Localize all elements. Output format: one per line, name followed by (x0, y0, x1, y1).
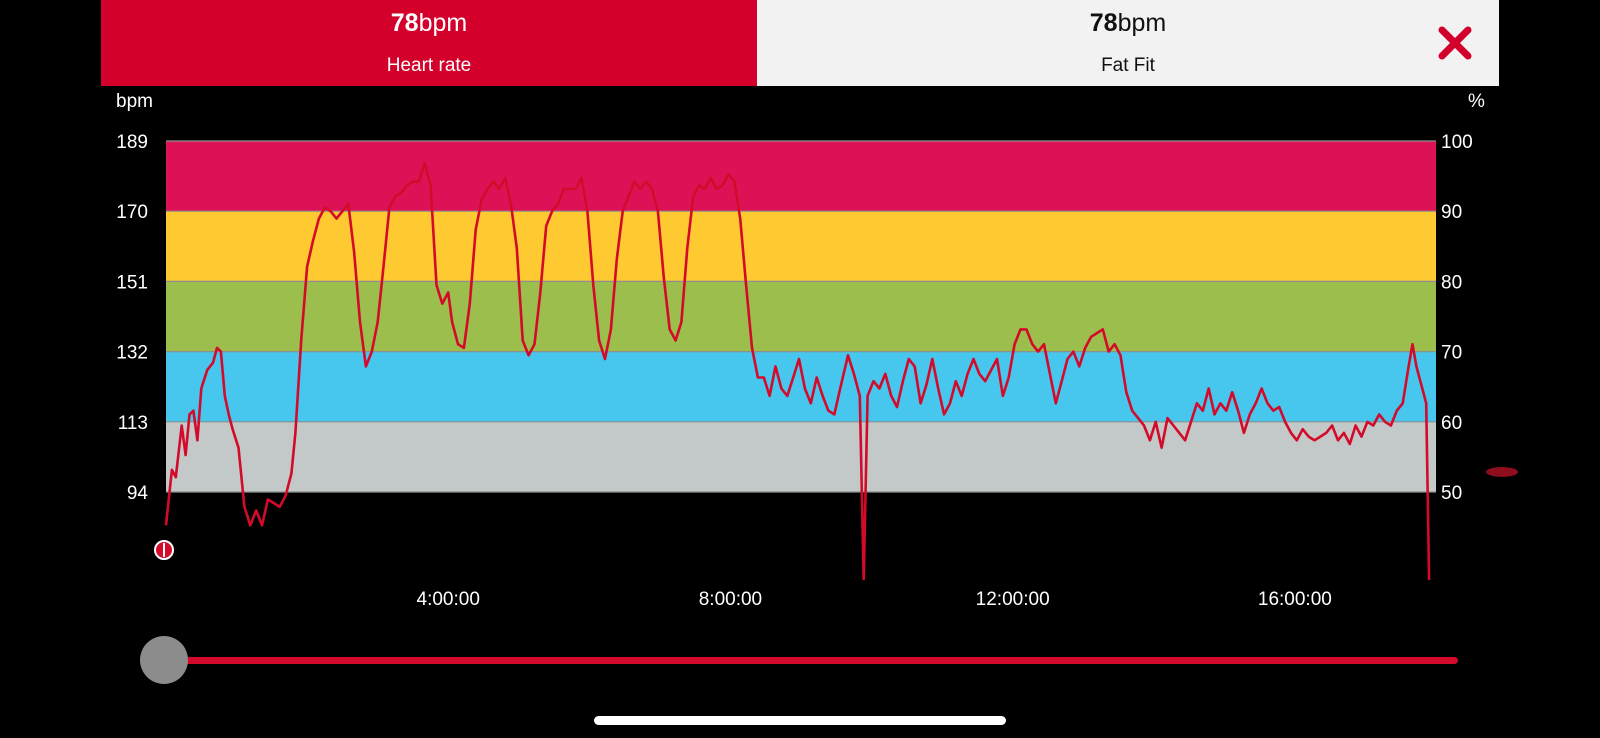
y-left-tick-label: 189 (116, 132, 148, 153)
y-right-tick-label: 80 (1441, 272, 1462, 293)
tab-heart-rate-value: 78bpm (390, 9, 468, 37)
tab-heart-rate[interactable]: 78bpm Heart rate (101, 0, 757, 86)
y-right-tick-label: 100 (1441, 132, 1473, 153)
timeline-slider-track[interactable] (172, 657, 1458, 664)
x-tick-label: 4:00:00 (417, 589, 480, 610)
y-left-axis-label: bpm (116, 91, 153, 112)
y-left-tick-label: 94 (127, 483, 149, 504)
y-right-tick-label: 70 (1441, 343, 1462, 364)
tab-heart-rate-label: Heart rate (386, 55, 472, 76)
x-tick-label: 12:00:00 (976, 589, 1050, 610)
x-tick-label: 16:00:00 (1258, 589, 1332, 610)
y-left-tick-label: 170 (116, 202, 148, 223)
y-right-tick-label: 90 (1441, 202, 1462, 223)
heart-rate-chart: 94 113 132 151 170 189 50 60 70 80 90 100 bpm % 4:00:0… (116, 91, 1518, 610)
zone-band-4 (166, 211, 1436, 282)
y-left-tick-label: 113 (118, 413, 148, 434)
y-left-tick-label: 151 (116, 272, 148, 293)
zone-band-2 (166, 351, 1436, 422)
fat-fit-marker-icon (1486, 466, 1518, 477)
y-right-tick-label: 50 (1441, 483, 1462, 504)
zone-band-5 (166, 141, 1436, 212)
home-indicator (594, 716, 1006, 725)
y-left-tick-label: 132 (116, 343, 148, 364)
tab-fat-fit-value: 78bpm (1089, 9, 1167, 37)
timeline-slider-thumb[interactable] (140, 636, 188, 684)
heart-rate-series-line (164, 161, 1431, 580)
x-tick-label: 8:00:00 (699, 589, 762, 610)
y-right-axis-label: % (1468, 91, 1485, 112)
y-right-tick-label: 60 (1441, 413, 1462, 434)
tab-fat-fit[interactable]: 78bpm Fat Fit (757, 0, 1499, 86)
tab-fat-fit-label: Fat Fit (1101, 55, 1155, 76)
metric-tabs: 78bpm Heart rate 78bpm Fat Fit (101, 0, 1499, 86)
close-icon[interactable] (1437, 25, 1473, 61)
zone-band-1 (166, 421, 1436, 492)
